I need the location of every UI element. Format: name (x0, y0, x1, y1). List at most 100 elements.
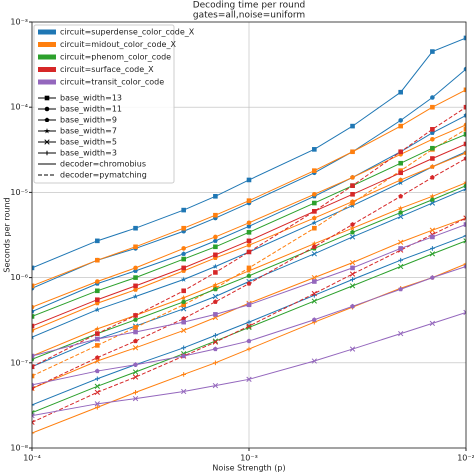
marker (181, 251, 187, 256)
marker (132, 369, 139, 375)
legend-swatch (38, 67, 56, 72)
marker (213, 333, 218, 338)
marker (181, 256, 186, 262)
marker (212, 238, 218, 243)
marker (350, 277, 355, 282)
marker (212, 299, 218, 304)
marker (180, 294, 187, 301)
marker (32, 385, 35, 391)
marker (32, 402, 35, 408)
marker (132, 395, 139, 402)
marker (349, 225, 356, 231)
marker (94, 383, 100, 389)
marker (133, 287, 138, 292)
marker (95, 238, 100, 244)
marker (95, 405, 100, 410)
marker (430, 95, 435, 100)
marker (429, 227, 436, 233)
marker (311, 240, 318, 247)
legend-label: decoder=chromobius (60, 160, 146, 169)
marker (133, 283, 138, 289)
marker (133, 225, 138, 231)
marker (32, 308, 35, 314)
marker (311, 298, 317, 304)
marker (312, 225, 317, 231)
marker (246, 230, 252, 235)
marker (246, 267, 252, 274)
marker (246, 324, 252, 331)
marker (398, 193, 404, 199)
marker (430, 145, 435, 151)
y-tick-label: 10⁻³ (10, 18, 28, 27)
marker (32, 353, 35, 359)
marker (430, 246, 435, 251)
marker (463, 104, 466, 110)
marker (181, 306, 187, 312)
marker (181, 345, 186, 351)
marker (181, 207, 186, 213)
legend-label: decoder=pymatching (60, 171, 147, 180)
marker (246, 338, 252, 344)
marker (398, 257, 403, 263)
marker (429, 164, 435, 169)
legend-label: circuit=surface_code_X (60, 65, 154, 74)
legend-label: base_width=9 (60, 116, 117, 125)
marker (311, 290, 317, 297)
marker (350, 265, 355, 271)
marker (312, 147, 317, 152)
marker (95, 343, 100, 348)
marker (350, 149, 355, 155)
marker (180, 276, 187, 282)
marker (429, 320, 436, 327)
legend-swatch (38, 79, 56, 85)
marker (463, 87, 466, 93)
legend-label: circuit=transit_color_code (60, 78, 164, 87)
marker (44, 150, 50, 156)
marker (430, 49, 435, 54)
marker (212, 339, 219, 345)
marker (398, 170, 403, 176)
marker (429, 197, 435, 202)
marker (311, 317, 317, 322)
marker (133, 317, 138, 322)
marker (398, 210, 404, 215)
marker (463, 35, 466, 41)
marker (132, 345, 139, 351)
marker (32, 419, 35, 426)
marker (311, 358, 317, 364)
marker (181, 372, 186, 377)
marker (32, 323, 35, 329)
y-tick-label: 10⁻⁸ (10, 444, 28, 453)
legend-swatch (38, 54, 56, 60)
marker (212, 293, 219, 300)
legend-label: circuit=phenom_color_code (60, 53, 171, 62)
legend-label: base_width=5 (60, 138, 117, 147)
marker (133, 275, 138, 280)
marker (463, 112, 466, 118)
marker (350, 303, 355, 309)
marker (181, 319, 186, 325)
marker (95, 297, 100, 303)
marker (133, 362, 138, 367)
marker (246, 265, 252, 271)
marker (32, 382, 35, 387)
legend-label: base_width=7 (60, 127, 117, 136)
marker (44, 139, 50, 145)
chart-title: Decoding time per round (193, 1, 306, 11)
x-tick-label: 10⁻³ (240, 454, 258, 463)
marker (430, 104, 435, 110)
marker (32, 373, 35, 379)
marker (32, 412, 35, 419)
marker (181, 316, 187, 321)
marker (212, 263, 219, 269)
marker (133, 329, 138, 335)
marker (246, 302, 252, 308)
marker (463, 183, 466, 188)
axes-frame (31, 21, 467, 449)
marker (95, 336, 100, 342)
marker (32, 314, 35, 319)
marker (32, 334, 35, 340)
marker (181, 265, 186, 271)
marker (246, 177, 252, 183)
marker (397, 205, 404, 211)
